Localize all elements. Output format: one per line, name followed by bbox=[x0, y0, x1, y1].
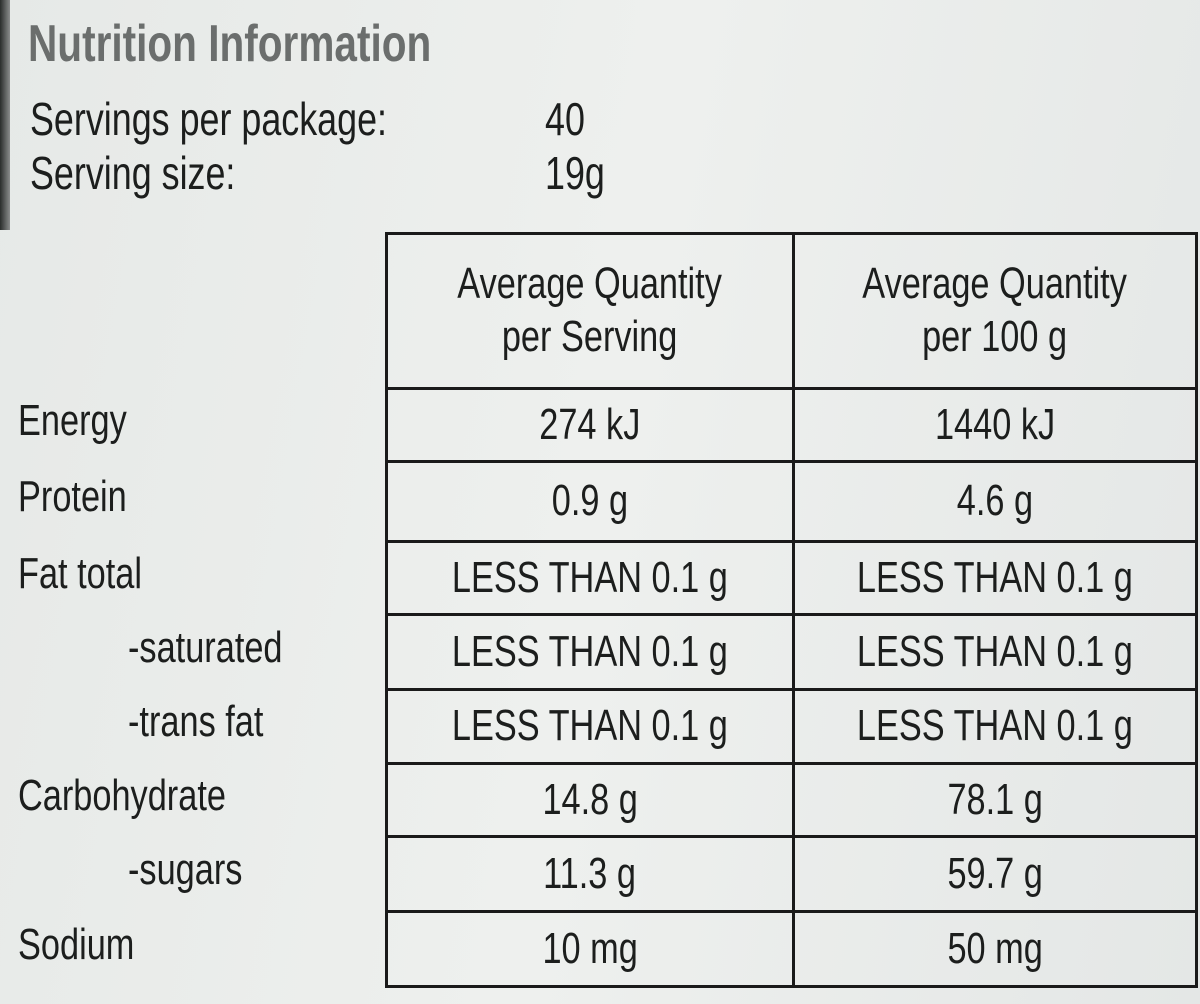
value-cell: 59.7 g bbox=[792, 835, 1198, 913]
value-cell: 274 kJ bbox=[385, 387, 795, 463]
package-edge bbox=[0, 0, 10, 230]
value-cell-text: LESS THAN 0.1 g bbox=[452, 552, 728, 602]
value-cell-text: 274 kJ bbox=[539, 399, 641, 449]
serving-label: Serving size: bbox=[30, 147, 236, 199]
row-label: -trans fat bbox=[128, 697, 264, 746]
serving-value: 19g bbox=[545, 147, 605, 199]
row-label: -sugars bbox=[128, 844, 243, 894]
value-cell: 10 mg bbox=[385, 910, 795, 988]
value-cell-text: 4.6 g bbox=[956, 476, 1034, 526]
header-cell: Average Quantity per 100 g bbox=[792, 232, 1198, 390]
value-cell-text: 11.3 g bbox=[543, 848, 637, 898]
value-cell-text: 10 mg bbox=[542, 923, 638, 973]
header-cell-text: Average Quantity per 100 g bbox=[862, 259, 1128, 361]
row-label: Sodium bbox=[18, 919, 135, 969]
title: Nutrition Information bbox=[28, 15, 432, 73]
value-cell-text: 78.1 g bbox=[947, 774, 1043, 824]
value-cell: LESS THAN 0.1 g bbox=[792, 688, 1198, 765]
value-cell-text: LESS THAN 0.1 g bbox=[857, 552, 1133, 602]
value-cell: 1440 kJ bbox=[792, 387, 1198, 463]
header-cell-text: Average Quantity per Serving bbox=[457, 259, 723, 361]
value-cell-text: 1440 kJ bbox=[934, 399, 1056, 449]
value-cell-text: 14.8 g bbox=[542, 774, 638, 824]
value-cell-text: 0.9 g bbox=[551, 476, 629, 526]
value-cell: 11.3 g bbox=[385, 835, 795, 913]
value-cell: LESS THAN 0.1 g bbox=[385, 613, 795, 691]
value-cell-text: 59.7 g bbox=[947, 848, 1043, 898]
value-cell: 78.1 g bbox=[792, 762, 1198, 838]
serving-value: 40 bbox=[545, 93, 585, 145]
header-cell: Average Quantity per Serving bbox=[385, 232, 795, 390]
value-cell: LESS THAN 0.1 g bbox=[385, 540, 795, 616]
value-cell-text: LESS THAN 0.1 g bbox=[857, 626, 1133, 676]
serving-label: Servings per package: bbox=[30, 93, 388, 145]
value-cell-text: 50 mg bbox=[947, 923, 1043, 973]
value-cell-text: LESS THAN 0.1 g bbox=[452, 701, 728, 751]
row-label: -saturated bbox=[128, 622, 283, 672]
row-label: Energy bbox=[18, 395, 127, 445]
value-cell: 14.8 g bbox=[385, 762, 795, 838]
value-cell-text: LESS THAN 0.1 g bbox=[452, 626, 728, 676]
row-label: Protein bbox=[18, 472, 127, 521]
value-cell: LESS THAN 0.1 g bbox=[385, 688, 795, 765]
row-label: Carbohydrate bbox=[18, 770, 226, 820]
value-cell: 0.9 g bbox=[385, 460, 795, 543]
value-cell: LESS THAN 0.1 g bbox=[792, 613, 1198, 691]
row-label: Fat total bbox=[18, 548, 142, 598]
value-cell: 4.6 g bbox=[792, 460, 1198, 543]
value-cell: 50 mg bbox=[792, 910, 1198, 988]
value-cell-text: LESS THAN 0.1 g bbox=[857, 701, 1133, 751]
value-cell: LESS THAN 0.1 g bbox=[792, 540, 1198, 616]
